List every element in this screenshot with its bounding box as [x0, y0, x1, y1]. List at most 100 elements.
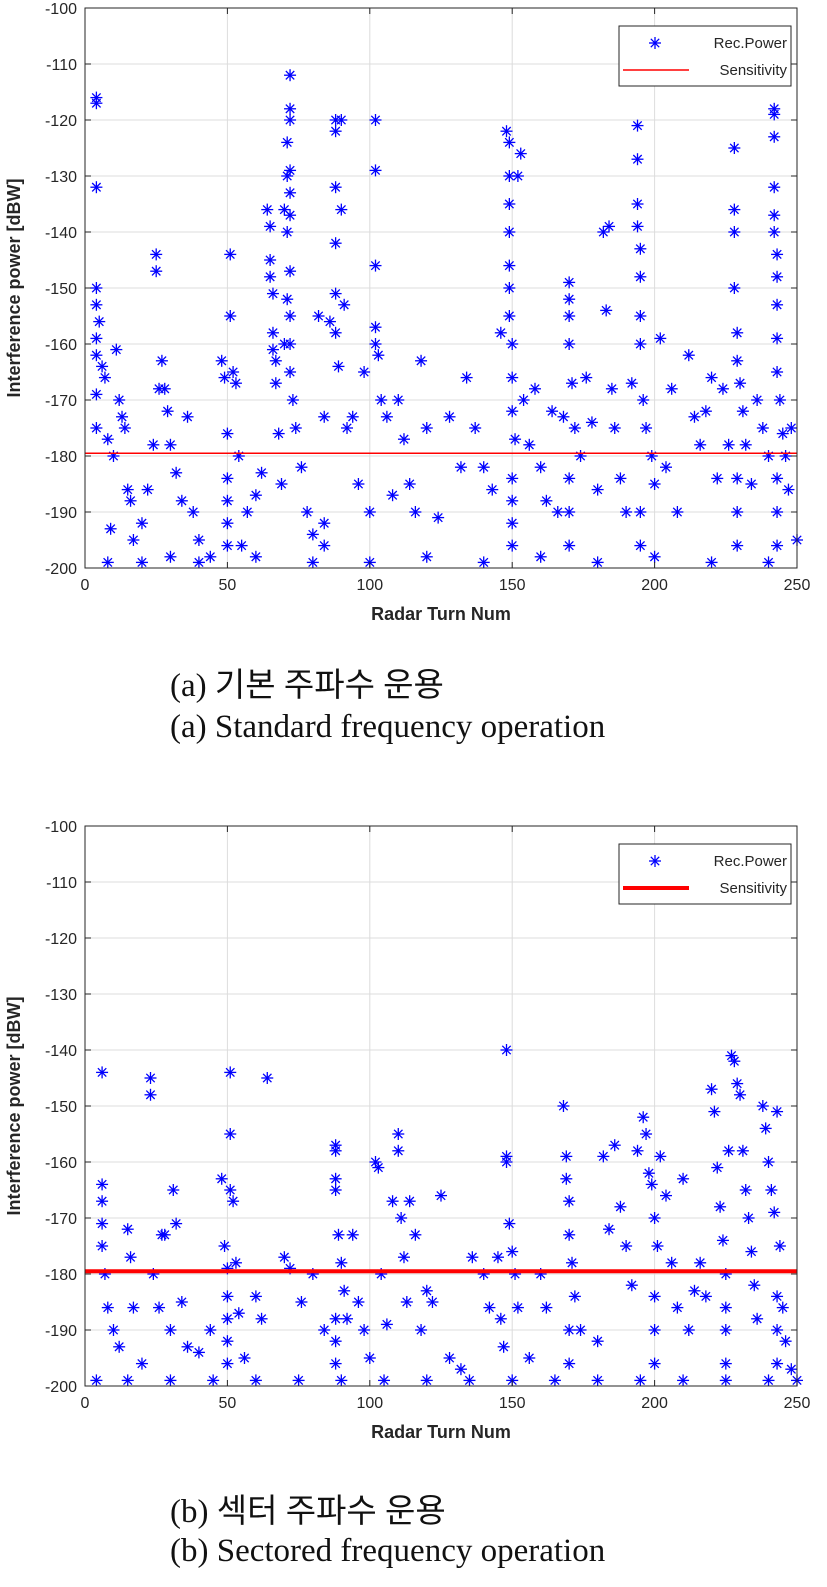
data-point — [503, 310, 516, 322]
data-point — [648, 1324, 661, 1336]
data-point — [397, 1251, 410, 1264]
data-point — [369, 164, 382, 177]
data-point — [745, 1245, 758, 1258]
data-point — [734, 1088, 747, 1101]
data-point — [517, 394, 530, 406]
data-point — [266, 287, 279, 300]
data-point — [150, 248, 163, 261]
data-point — [563, 310, 576, 322]
data-point — [751, 1312, 764, 1325]
data-point — [568, 422, 581, 434]
data-point — [204, 550, 217, 563]
data-point — [346, 1228, 359, 1241]
data-point — [144, 1088, 157, 1101]
legend-marker-rec-power — [649, 37, 661, 49]
data-point — [631, 153, 644, 166]
data-point — [677, 1374, 690, 1387]
x-tick-label: 50 — [219, 577, 237, 594]
data-point — [329, 1172, 342, 1185]
data-point — [728, 142, 741, 154]
data-point — [608, 422, 621, 434]
data-point — [771, 539, 784, 552]
data-point — [731, 506, 744, 518]
data-point — [705, 1083, 718, 1096]
legend-label-rec-power: Rec.Power — [714, 35, 787, 52]
data-point — [415, 354, 428, 367]
data-point — [728, 1055, 741, 1068]
y-tick-label: -120 — [45, 931, 77, 948]
data-point — [269, 354, 282, 367]
data-point — [620, 506, 633, 518]
y-axis-label: Interference power [dBW] — [4, 996, 24, 1215]
data-point — [420, 1374, 433, 1387]
data-point — [756, 1100, 769, 1112]
data-point — [175, 494, 188, 507]
data-point — [631, 220, 644, 233]
data-point — [651, 1240, 664, 1252]
data-point — [312, 310, 325, 322]
data-point — [603, 1223, 616, 1236]
data-point — [352, 1296, 365, 1308]
data-point — [221, 494, 234, 507]
data-point — [771, 366, 784, 378]
data-point — [600, 304, 613, 317]
data-point — [363, 1352, 376, 1364]
data-point — [463, 1374, 476, 1387]
data-point — [699, 1290, 712, 1303]
data-point — [127, 534, 140, 546]
data-point — [380, 1318, 393, 1331]
data-point — [665, 1256, 678, 1269]
data-point — [768, 181, 781, 194]
data-point — [460, 371, 473, 384]
data-point — [329, 237, 342, 250]
data-point — [153, 1301, 166, 1314]
data-point — [540, 1301, 553, 1314]
data-point — [338, 298, 351, 311]
chart-panel-b: 0 50 100 150 200 250 -100 -110 -120 -130 -140 -150 -… — [0, 818, 827, 1463]
data-point — [392, 1128, 405, 1140]
data-point — [397, 433, 410, 446]
data-point — [329, 1184, 342, 1196]
caption-a-english: (a) Standard frequency operation — [170, 709, 606, 745]
data-point — [158, 382, 171, 395]
data-point — [432, 511, 445, 524]
y-tick-label: -150 — [45, 1099, 77, 1116]
y-tick-label: -130 — [45, 169, 77, 186]
data-point — [338, 1284, 351, 1297]
data-point — [224, 1066, 237, 1079]
data-point — [506, 517, 519, 530]
data-point — [272, 427, 285, 440]
legend-label-sensitivity: Sensitivity — [719, 62, 787, 79]
data-point — [688, 1284, 701, 1297]
data-point — [281, 136, 294, 149]
data-point — [503, 259, 516, 272]
data-point — [682, 349, 695, 362]
data-point — [306, 528, 319, 541]
data-point — [221, 1357, 234, 1370]
data-point — [771, 506, 784, 518]
data-point — [605, 382, 618, 395]
data-point — [284, 102, 297, 115]
legend-marker-rec-power — [649, 855, 661, 867]
data-point — [477, 556, 490, 569]
data-point — [548, 1374, 561, 1387]
y-axis-label: Interference power [dBW] — [4, 178, 24, 397]
data-point — [454, 1363, 467, 1376]
data-point — [739, 438, 752, 451]
data-point — [503, 226, 516, 238]
data-point — [560, 1150, 573, 1163]
data-point — [318, 1324, 331, 1336]
data-point — [386, 489, 399, 502]
data-point — [563, 472, 576, 485]
x-tick-label: 0 — [81, 577, 90, 594]
data-point — [335, 114, 348, 126]
data-point — [420, 422, 433, 434]
data-point — [358, 1324, 371, 1336]
data-point — [711, 1161, 724, 1174]
data-point — [392, 1144, 405, 1157]
data-point — [642, 1167, 655, 1180]
data-point — [306, 556, 319, 569]
data-point — [96, 1178, 109, 1191]
data-point — [90, 181, 103, 194]
data-point — [771, 332, 784, 345]
